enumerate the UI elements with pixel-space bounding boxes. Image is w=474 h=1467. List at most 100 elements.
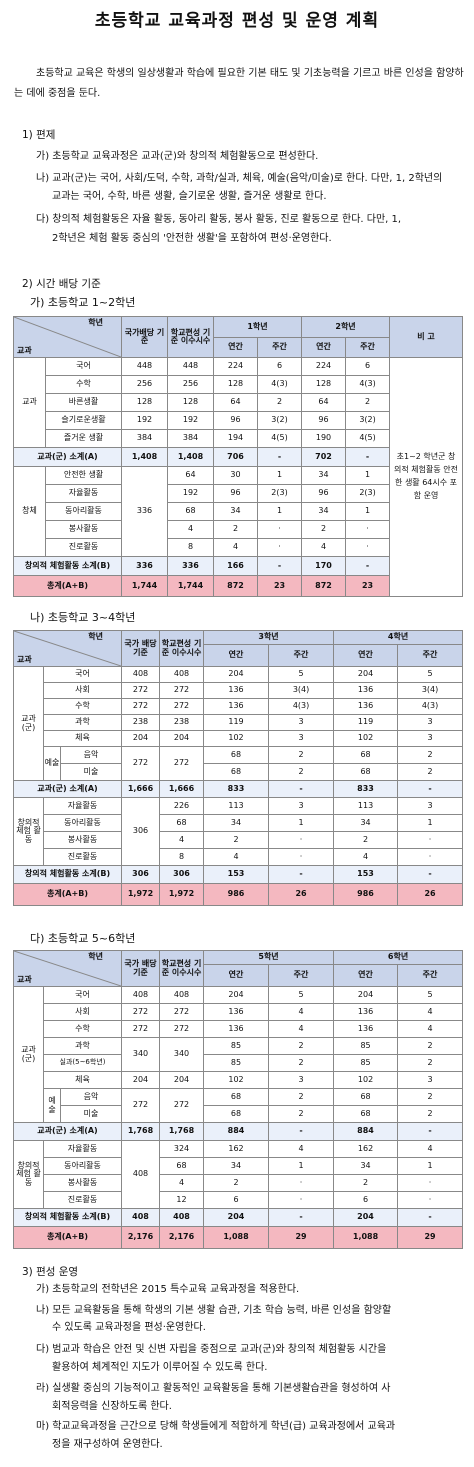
table-cell: 음악 [59, 746, 123, 764]
s3-item-ma-line1: 마) 학교교육과정을 근간으로 당해 학생들에게 적합하게 학년(급) 교육과정… [36, 1421, 396, 1432]
table-cell: 96 [301, 484, 347, 503]
table-cell: 예 술 [43, 1088, 61, 1123]
table-cell: 224 [213, 357, 258, 376]
table-cell: 교과(군) 소계(A) [12, 1122, 123, 1141]
table-row: 동아리활동 68 34 1 34 1 [14, 814, 464, 832]
table-cell: 1,408 [121, 447, 168, 467]
table-cell: 1,088 [203, 1226, 270, 1249]
table-cell: - [397, 865, 464, 884]
table-cell: 136 [203, 682, 270, 699]
table-row: 과학 238 238 119 3 119 3 [14, 714, 464, 731]
table-cell: 1,744 [167, 575, 214, 597]
table-cell: 153 [203, 865, 270, 884]
table-cell: 2 [397, 1037, 464, 1055]
table-grade-1-2: 학년 교과 국가배당 기준 학교편성 기준 이수시수 1학년 2학년 비 고 연… [13, 316, 464, 597]
table-cell: 408 [121, 1140, 161, 1209]
table-cell: 226 [159, 797, 205, 815]
table-cell: 272 [121, 1020, 161, 1038]
table-cell: 384 [121, 429, 168, 448]
table-cell: 272 [159, 746, 205, 781]
table-cell: 136 [333, 1020, 399, 1038]
table-cell: 4 [397, 1020, 464, 1038]
table-header-row: 연간 주간 연간 주간 [14, 644, 464, 667]
table-cell: 408 [159, 1208, 205, 1227]
table-cell: 봉사활동 [42, 831, 123, 849]
section-3-heading: 3) 편성 운영 [22, 1266, 79, 1278]
table-cell: 2,176 [121, 1226, 161, 1249]
table-cell: 수학 [45, 375, 122, 394]
table-cell: 총계(A+B) [12, 883, 123, 906]
table-cell: 336 [121, 466, 168, 557]
table-cell: 204 [121, 1071, 161, 1089]
table-row: 슬기로운생활 192 192 96 3(2) 96 3(2) [14, 411, 463, 430]
table-cell: 408 [121, 666, 161, 683]
table-cell: 체육 [42, 1071, 123, 1089]
table3-title: 다) 초등학교 5~6학년 [30, 932, 136, 945]
table-header-row: 연간 주간 연간 주간 [14, 964, 464, 987]
table-cell: 2 [345, 393, 391, 412]
header-grade1: 1학년 [212, 316, 303, 338]
s3-item-da-line1: 다) 범교과 학습은 안전 및 신변 자립을 중점으로 교과(군)와 창의적 체… [36, 1344, 387, 1355]
table-row: 교과 (군) 국어 408 408 204 5 204 5 [13, 986, 464, 1123]
header-subject-label: 교과 [17, 345, 32, 355]
table-cell: 136 [333, 698, 399, 715]
table-cell: 96 [213, 484, 258, 503]
table-row: 교과 (군) 국어 408 408 204 5 204 5 [13, 666, 464, 781]
table-cell: 6학년 [333, 950, 464, 965]
table-cell: 68 [333, 1105, 399, 1123]
subtotal-row: 창의적 체험활동 소계(B) 408 408 204-204- [12, 1208, 464, 1227]
table-cell: 주간 [345, 337, 391, 358]
table-cell: 1 [268, 814, 335, 832]
table-cell: 884 [333, 1122, 399, 1141]
table-cell: 교과(군) 소계(A) [13, 447, 122, 467]
header-diagonal-cell: 학년 교과 [13, 316, 122, 358]
table-cell: 1 [256, 466, 303, 485]
remarks-note: 초1~2 학년군 창의적 체험활동 안전한 생활 64시수 포함 운영 [389, 357, 464, 597]
table-cell: 256 [167, 375, 214, 394]
table-cell: · [268, 1191, 335, 1209]
table-cell: 23 [256, 575, 303, 597]
table-cell: 연간 [333, 964, 399, 987]
table-cell: - [268, 1122, 335, 1141]
table-cell: 1,768 [121, 1122, 161, 1141]
table-cell: 2 [256, 393, 303, 412]
table-cell: 4 [397, 1140, 464, 1158]
table-cell: 85 [333, 1037, 399, 1055]
table-cell: 과학 [42, 1037, 123, 1055]
s3-item-ma-line2: 정을 재구성하여 운영한다. [52, 1439, 163, 1450]
table-cell: 272 [159, 1088, 205, 1123]
table-cell: 2 [203, 1174, 270, 1192]
table-row: 수학 272 272 136 4(3) 136 4(3) [14, 698, 464, 715]
table-row: 교과 국어 448 448 224 6 224 6 초1~2 학년군 창의적 체험활동 안전… [13, 357, 464, 597]
table-cell: 안전한 생활 [45, 466, 122, 485]
table-cell: 29 [268, 1226, 335, 1249]
table-cell: 2 [268, 746, 335, 764]
table-cell: 204 [333, 666, 399, 683]
table-cell: 주간 [397, 644, 464, 667]
table-cell: 4 [167, 520, 214, 539]
table-cell: 34 [333, 814, 399, 832]
table-cell: - [268, 1208, 335, 1227]
table-cell: 340 [159, 1037, 205, 1072]
table-cell: 3(4) [268, 682, 335, 699]
table-cell: 34 [301, 466, 347, 485]
table-cell: · [397, 1174, 464, 1192]
table-cell: 2,176 [159, 1226, 205, 1249]
table-row: 체육 204 204 102 3 102 3 [14, 1071, 464, 1089]
table-cell: 324 [159, 1140, 205, 1158]
table-row: 창의적 체험 활동 자율활동 408 324 162 4 162 4 [13, 1140, 464, 1209]
header-school-hours: 학교편성 기준 이수시수 [167, 316, 214, 358]
table-cell: 192 [121, 411, 168, 430]
table-cell: 국가 배당 기준 [121, 950, 161, 987]
table-cell: · [268, 848, 335, 866]
table-cell: 연간 [203, 644, 270, 667]
table-cell: 8 [159, 848, 205, 866]
table-cell: 68 [333, 763, 399, 781]
table-cell: 162 [333, 1140, 399, 1158]
table-cell: 238 [121, 714, 161, 731]
table-cell: 봉사활동 [42, 1174, 123, 1192]
table-cell: 1,666 [159, 780, 205, 798]
table-cell: 1 [256, 502, 303, 521]
table-cell: 833 [203, 780, 270, 798]
table-cell: 5 [268, 666, 335, 683]
